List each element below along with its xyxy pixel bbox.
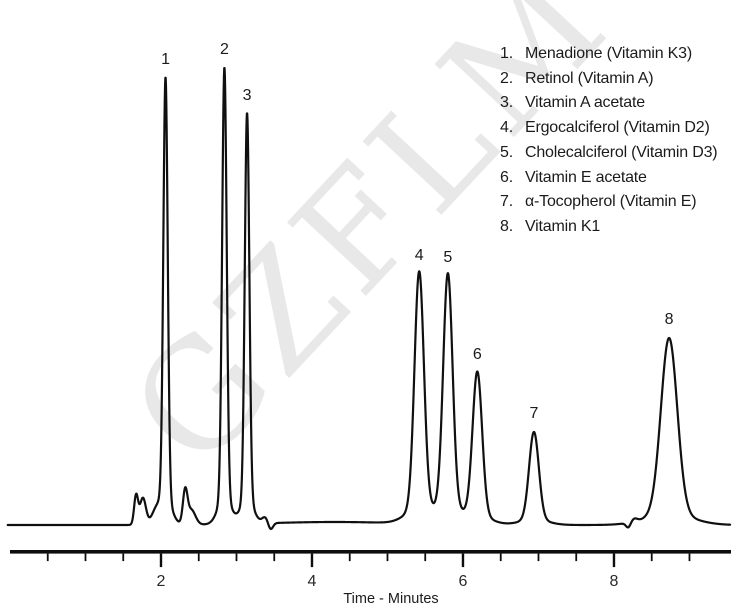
x-axis-tick-label: 2 (157, 573, 166, 590)
chromatogram-trace (6, 67, 732, 531)
peak-label-7: 7 (529, 405, 538, 422)
x-axis-tick-label: 6 (459, 573, 468, 590)
legend-item-label: Cholecalciferol (Vitamin D3) (525, 143, 718, 161)
legend-item-5: 5. Cholecalciferol (Vitamin D3) (500, 141, 751, 166)
legend-item-label: Vitamin A acetate (525, 94, 645, 112)
legend-item-label: Ergocalciferol (Vitamin D2) (525, 119, 710, 137)
legend-item-8: 8. Vitamin K1 (500, 215, 751, 240)
peak-label-1: 1 (161, 51, 170, 68)
legend-item-3: 3. Vitamin A acetate (500, 91, 751, 116)
x-axis-title: Time - Minutes (343, 591, 438, 607)
legend-item-7: 7. α-Tocopherol (Vitamin E) (500, 190, 751, 215)
x-axis-tick-label: 4 (308, 573, 317, 590)
legend-item-label: α-Tocopherol (Vitamin E) (525, 193, 697, 211)
peak-label-5: 5 (443, 249, 452, 266)
legend-item-number: 4. (500, 119, 513, 137)
peak-label-8: 8 (665, 311, 674, 328)
legend-item-number: 6. (500, 168, 513, 186)
peak-legend: 1. Menadione (Vitamin K3) 2. Retinol (Vi… (500, 42, 751, 240)
legend-item-number: 2. (500, 69, 513, 87)
legend-item-number: 1. (500, 45, 513, 62)
legend-item-number: 5. (500, 143, 513, 161)
legend-item-label: Retinol (Vitamin A) (525, 69, 654, 87)
legend-item-2: 2. Retinol (Vitamin A) (500, 67, 751, 92)
peak-label-4: 4 (415, 247, 424, 264)
legend-item-6: 6. Vitamin E acetate (500, 166, 751, 191)
peak-label-6: 6 (473, 346, 482, 363)
peak-label-3: 3 (243, 87, 252, 104)
x-axis-tick-label: 8 (610, 573, 619, 590)
legend-item-label: Vitamin K1 (525, 217, 601, 235)
peak-label-2: 2 (220, 41, 229, 58)
legend-item-4: 4. Ergocalciferol (Vitamin D2) (500, 116, 751, 141)
legend-item-label: Menadione (Vitamin K3) (525, 45, 692, 62)
legend-item-number: 7. (500, 193, 513, 211)
legend-item-number: 3. (500, 94, 513, 112)
legend-item-1: 1. Menadione (Vitamin K3) (500, 42, 751, 67)
legend-item-number: 8. (500, 217, 513, 235)
legend-item-label: Vitamin E acetate (525, 168, 647, 186)
x-axis-line (10, 550, 731, 554)
